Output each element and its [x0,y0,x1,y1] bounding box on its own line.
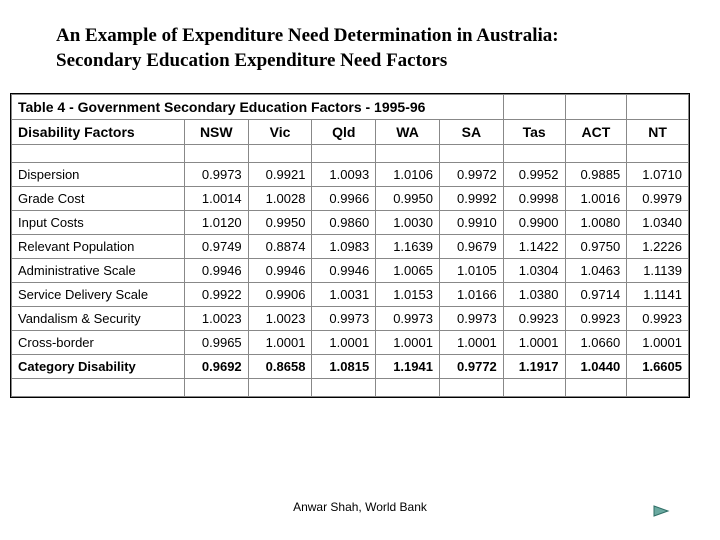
row-label: Vandalism & Security [12,307,185,331]
slide-title: An Example of Expenditure Need Determina… [56,24,672,73]
table-row: Service Delivery Scale 0.9922 0.9906 1.0… [12,283,689,307]
col-nsw: NSW [184,120,248,145]
row-label: Cross-border [12,331,185,355]
table-row: Dispersion 0.9973 0.9921 1.0093 1.0106 0… [12,163,689,187]
row-label: Service Delivery Scale [12,283,185,307]
title-line-2: Secondary Education Expenditure Need Fac… [56,50,447,71]
table-row: Cross-border 0.9965 1.0001 1.0001 1.0001… [12,331,689,355]
header-label: Disability Factors [12,120,185,145]
play-icon [652,504,672,518]
factors-table-container: Table 4 - Government Secondary Education… [10,93,690,398]
col-vic: Vic [248,120,312,145]
table-row: Relevant Population 0.9749 0.8874 1.0983… [12,235,689,259]
row-label: Input Costs [12,211,185,235]
table-row: Input Costs 1.0120 0.9950 0.9860 1.0030 … [12,211,689,235]
table-row: Grade Cost 1.0014 1.0028 0.9966 0.9950 0… [12,187,689,211]
col-wa: WA [376,120,440,145]
table-row: Administrative Scale 0.9946 0.9946 0.994… [12,259,689,283]
row-label: Dispersion [12,163,185,187]
summary-label: Category Disability [12,355,185,379]
spacer-row [12,379,689,397]
spacer-row [12,145,689,163]
footer-text: Anwar Shah, World Bank [0,500,720,514]
col-tas: Tas [503,120,565,145]
col-act: ACT [565,120,627,145]
col-qld: Qld [312,120,376,145]
table-caption-row: Table 4 - Government Secondary Education… [12,95,689,120]
factors-table: Table 4 - Government Secondary Education… [11,94,689,397]
table-caption: Table 4 - Government Secondary Education… [12,95,504,120]
next-slide-button[interactable] [652,504,672,518]
row-label: Administrative Scale [12,259,185,283]
row-label: Relevant Population [12,235,185,259]
table-row: Vandalism & Security 1.0023 1.0023 0.997… [12,307,689,331]
table-header-row: Disability Factors NSW Vic Qld WA SA Tas… [12,120,689,145]
col-nt: NT [627,120,689,145]
row-label: Grade Cost [12,187,185,211]
col-sa: SA [439,120,503,145]
title-line-1: An Example of Expenditure Need Determina… [56,25,559,46]
summary-row: Category Disability 0.9692 0.8658 1.0815… [12,355,689,379]
